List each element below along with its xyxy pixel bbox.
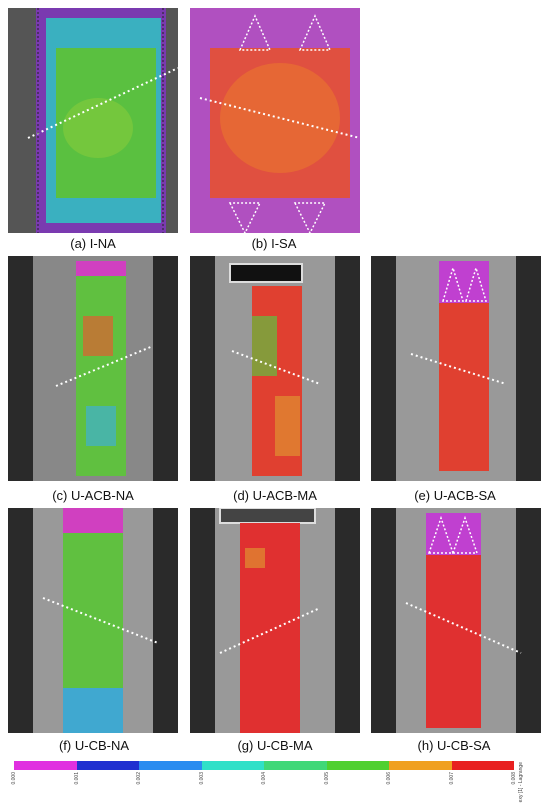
strain-map-u-cb-ma bbox=[190, 508, 360, 733]
caption-c: (c) U-ACB-NA bbox=[52, 488, 134, 503]
colorbar-tick-label: 0.003 bbox=[198, 772, 205, 785]
strain-map-i-na bbox=[8, 8, 178, 233]
strain-map-u-acb-ma bbox=[190, 256, 360, 481]
caption-g: (g) U-CB-MA bbox=[237, 738, 313, 753]
panel-i-sa bbox=[190, 8, 360, 233]
colorbar-tick-label: 0.004 bbox=[261, 772, 267, 785]
colorbar-segment bbox=[139, 761, 202, 770]
strain-colorbar bbox=[14, 761, 514, 770]
caption-e: (e) U-ACB-SA bbox=[414, 488, 496, 503]
colorbar-segment bbox=[326, 761, 389, 770]
caption-f: (f) U-CB-NA bbox=[58, 738, 130, 753]
strain-map-u-acb-na bbox=[8, 256, 178, 481]
colorbar-label: exy [1] - Lagrange bbox=[518, 762, 524, 803]
colorbar-tick-label: 0.005 bbox=[323, 772, 330, 785]
colorbar-segment bbox=[264, 761, 327, 770]
caption-h: (h) U-CB-SA bbox=[417, 738, 491, 753]
strain-map-u-cb-sa bbox=[371, 508, 541, 733]
panel-u-acb-ma bbox=[190, 256, 360, 481]
colorbar-segment bbox=[76, 761, 139, 770]
colorbar-tick-label: 0.006 bbox=[386, 772, 392, 785]
caption-b: (b) I-SA bbox=[251, 236, 297, 251]
panel-i-na bbox=[8, 8, 178, 233]
strain-map-i-sa bbox=[190, 8, 360, 233]
colorbar-tick-label: 0.002 bbox=[136, 772, 142, 785]
panel-u-cb-ma bbox=[190, 508, 360, 733]
colorbar-segment bbox=[201, 761, 264, 770]
colorbar-segment bbox=[389, 761, 452, 770]
panel-u-acb-sa bbox=[371, 256, 541, 481]
caption-a: (a) I-NA bbox=[70, 236, 116, 251]
colorbar-tick-label: 0.008 bbox=[511, 772, 517, 785]
strain-map-u-cb-na bbox=[8, 508, 178, 733]
panel-u-cb-sa bbox=[371, 508, 541, 733]
colorbar-segment bbox=[14, 761, 77, 770]
caption-d: (d) U-ACB-MA bbox=[233, 488, 317, 503]
panel-u-acb-na bbox=[8, 256, 178, 481]
colorbar-tick-label: 0.000 bbox=[11, 772, 17, 785]
strain-map-u-acb-sa bbox=[371, 256, 541, 481]
panel-u-cb-na bbox=[8, 508, 178, 733]
colorbar-tick-label: 0.007 bbox=[448, 772, 455, 785]
colorbar-segment bbox=[451, 761, 514, 770]
colorbar-tick-label: 0.001 bbox=[73, 772, 80, 785]
